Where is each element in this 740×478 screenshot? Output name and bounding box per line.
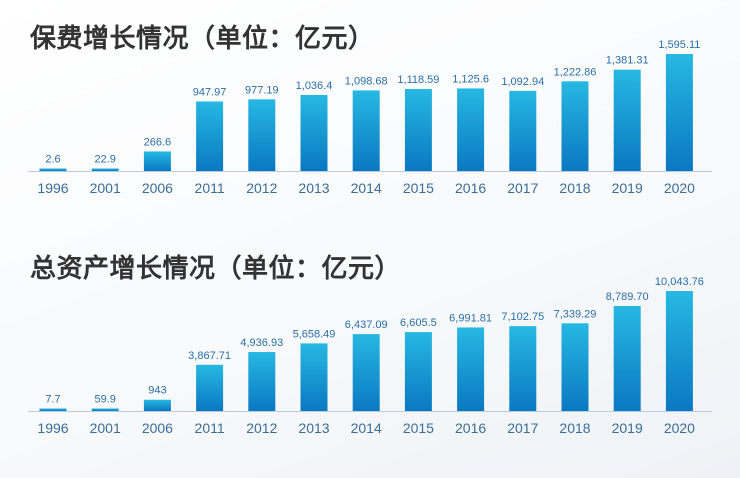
data-label-2017: 1,092.94 — [501, 76, 544, 88]
bar-2006 — [143, 151, 171, 171]
data-label-2017: 7,102.75 — [501, 311, 544, 323]
data-label-2006: 266.6 — [144, 136, 172, 148]
x-tick-2006: 2006 — [142, 180, 173, 196]
data-label-2019: 8,789.70 — [606, 291, 649, 303]
bar-1996 — [39, 408, 67, 411]
bar-2020 — [665, 291, 693, 411]
bar-2001 — [91, 168, 119, 171]
bar-2018 — [561, 323, 589, 411]
x-tick-2020: 2020 — [664, 420, 695, 436]
data-label-2018: 7,339.29 — [554, 308, 597, 320]
bar-1996 — [39, 168, 67, 171]
bar-2015 — [404, 332, 432, 411]
x-tick-2006: 2006 — [142, 420, 173, 436]
data-label-2006: 943 — [148, 385, 166, 397]
bar-2011 — [196, 101, 224, 171]
data-label-2020: 1,595.11 — [658, 39, 700, 51]
bar-2006 — [143, 399, 171, 411]
x-tick-1996: 1996 — [37, 420, 68, 436]
data-label-2020: 10,043.76 — [655, 276, 704, 288]
data-label-2015: 1,118.59 — [397, 74, 439, 86]
premium-chart-title: 保费增长情况（单位：亿元） — [30, 24, 375, 54]
bar-2019 — [613, 69, 641, 171]
data-label-2001: 59.9 — [94, 394, 115, 406]
data-label-1996: 7.7 — [45, 394, 60, 406]
data-label-2019: 1,381.31 — [606, 55, 649, 67]
bar-2013 — [300, 94, 328, 171]
data-label-2011: 3,867.71 — [188, 350, 231, 362]
x-tick-2017: 2017 — [507, 180, 538, 196]
x-tick-2018: 2018 — [559, 420, 590, 436]
data-label-2013: 1,036.4 — [296, 80, 333, 92]
x-tick-2014: 2014 — [351, 180, 382, 196]
bar-2014 — [352, 334, 380, 411]
x-tick-2013: 2013 — [298, 420, 329, 436]
assets-bar-chart: 7.7 1996 59.9 2001 943 2006 3,867.71 2011 4,936.… — [28, 276, 712, 436]
data-label-2012: 977.19 — [245, 84, 279, 96]
x-tick-2011: 2011 — [195, 420, 225, 436]
bar-2016 — [457, 327, 485, 411]
x-tick-2017: 2017 — [507, 420, 538, 436]
data-label-2018: 1,222.86 — [554, 66, 597, 78]
bar-2015 — [404, 88, 432, 171]
bar-2018 — [561, 81, 589, 171]
data-label-2012: 4,936.93 — [240, 337, 283, 349]
data-label-1996: 2.6 — [45, 154, 60, 166]
bar-2016 — [457, 88, 485, 171]
x-tick-2018: 2018 — [559, 180, 590, 196]
bar-2017 — [509, 90, 537, 171]
bar-2017 — [509, 326, 537, 411]
x-tick-2013: 2013 — [298, 180, 329, 196]
x-tick-2019: 2019 — [612, 420, 643, 436]
data-label-2011: 947.97 — [193, 86, 227, 98]
x-tick-2001: 2001 — [90, 420, 121, 436]
bar-2011 — [196, 364, 224, 411]
bar-2013 — [300, 343, 328, 411]
x-tick-1996: 1996 — [37, 180, 68, 196]
data-label-2014: 1,098.68 — [345, 75, 388, 87]
data-label-2016: 1,125.6 — [452, 73, 489, 85]
x-tick-2012: 2012 — [246, 180, 277, 196]
x-tick-2015: 2015 — [403, 420, 434, 436]
data-label-2016: 6,991.81 — [449, 312, 492, 324]
bar-2019 — [613, 305, 641, 411]
x-tick-2020: 2020 — [664, 180, 695, 196]
x-tick-2016: 2016 — [455, 420, 486, 436]
x-tick-2001: 2001 — [90, 180, 121, 196]
data-label-2013: 5,658.49 — [293, 328, 336, 340]
x-tick-2011: 2011 — [195, 180, 225, 196]
bar-2001 — [91, 408, 119, 411]
bar-2020 — [665, 54, 693, 171]
bar-2012 — [248, 352, 276, 411]
premium-bar-chart: 2.6 1996 22.9 2001 266.6 2006 947.97 2011 977.19… — [28, 39, 712, 196]
x-tick-2015: 2015 — [403, 180, 434, 196]
x-tick-2012: 2012 — [246, 420, 277, 436]
assets-chart-title: 总资产增长情况（单位：亿元） — [30, 254, 402, 284]
data-label-2014: 6,437.09 — [345, 319, 388, 331]
x-tick-2019: 2019 — [612, 180, 643, 196]
x-tick-2014: 2014 — [351, 420, 382, 436]
bar-2012 — [248, 99, 276, 171]
data-label-2001: 22.9 — [94, 154, 115, 166]
bar-2014 — [352, 90, 380, 171]
data-label-2015: 6,605.5 — [400, 317, 437, 329]
x-tick-2016: 2016 — [455, 180, 486, 196]
